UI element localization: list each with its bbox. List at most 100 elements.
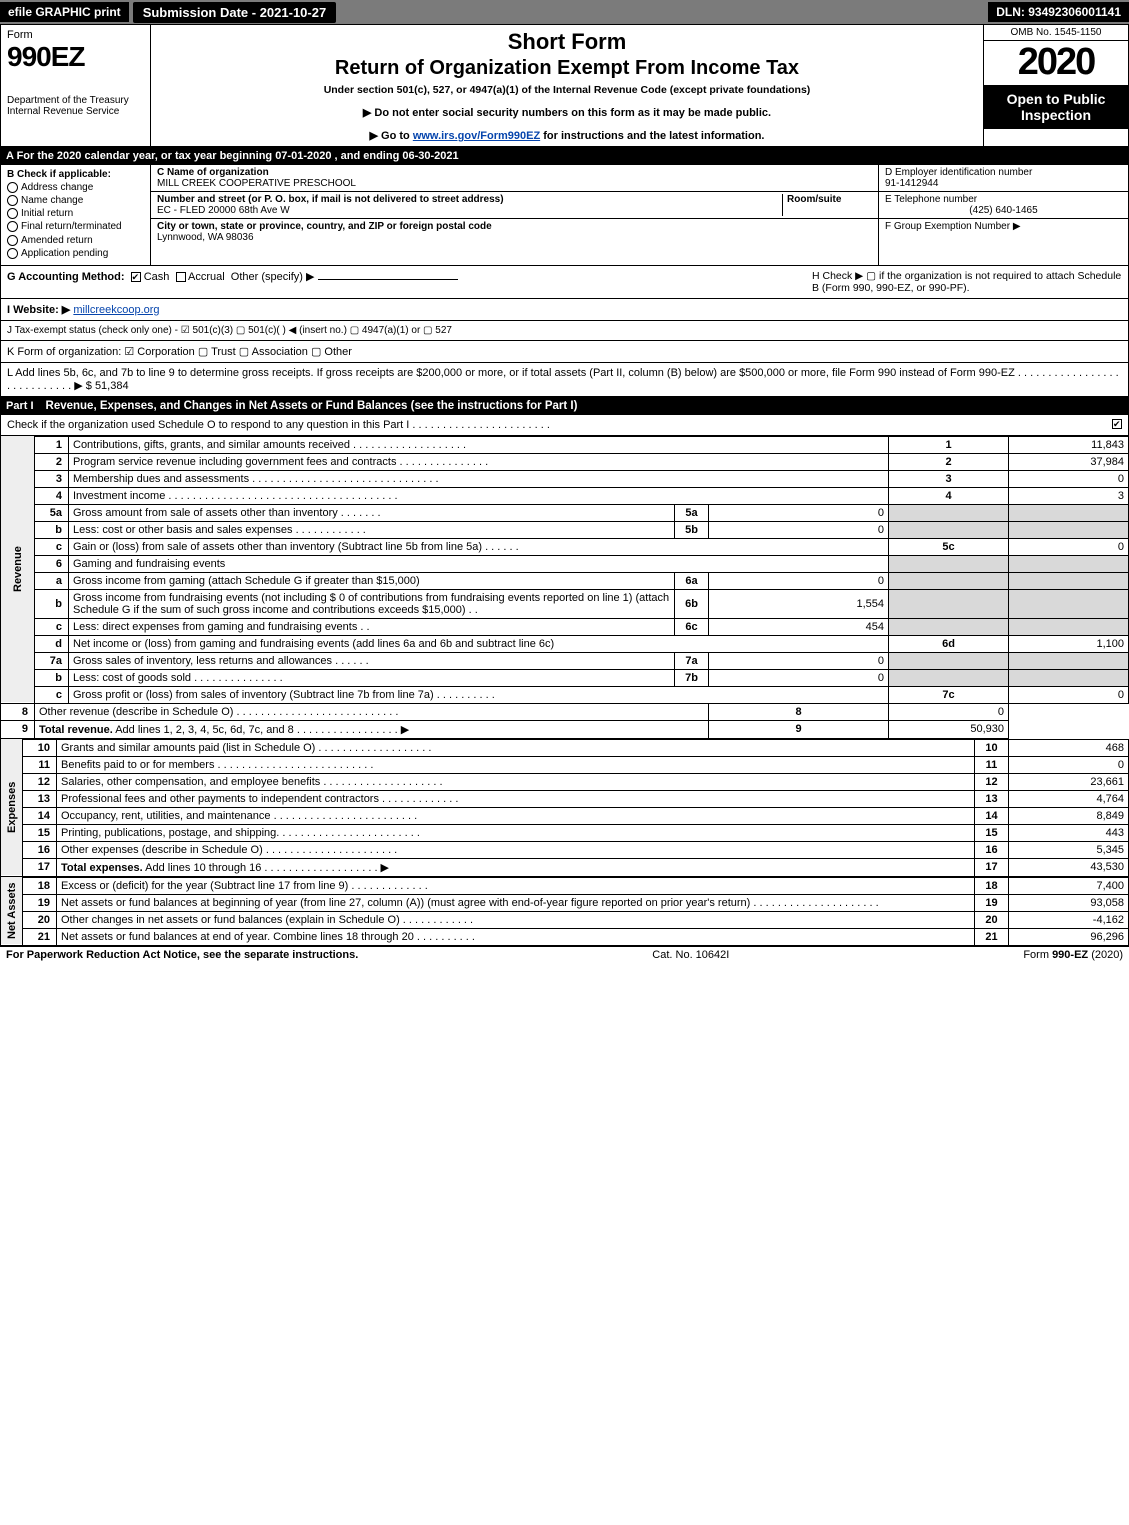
line-desc: Net assets or fund balances at end of ye… [57,928,975,945]
website-label: I Website: ▶ [7,304,70,316]
chk-final-return[interactable]: Final return/terminated [7,221,144,232]
line-number: 18 [23,877,57,894]
result-number: 19 [975,894,1009,911]
line-number: 16 [23,841,57,858]
result-number-shaded [889,521,1009,538]
part1-checkbox[interactable] [1112,419,1122,429]
accounting-label: G Accounting Method: [7,271,125,283]
street-address: EC - FLED 20000 68th Ave W [157,205,290,216]
line-number: c [35,538,69,555]
table-row: 20Other changes in net assets or fund ba… [1,911,1129,928]
sub-line-number: 6b [675,589,709,618]
table-row: bLess: cost of goods sold . . . . . . . … [1,669,1129,686]
chk-accrual[interactable] [176,272,186,282]
sub-line-number: 6c [675,618,709,635]
line-number: 21 [23,928,57,945]
line-desc: Membership dues and assessments . . . . … [69,470,889,487]
line-number: 6 [35,555,69,572]
result-number: 18 [975,877,1009,894]
chk-address-change[interactable]: Address change [7,182,144,193]
result-value-shaded [1009,669,1129,686]
result-value-shaded [1009,618,1129,635]
line-k: K Form of organization: ☑ Corporation ▢ … [0,341,1129,363]
result-value-shaded [1009,504,1129,521]
part1-header: Part I Revenue, Expenses, and Changes in… [0,397,1129,415]
line-number: 13 [23,790,57,807]
line-desc: Less: cost or other basis and sales expe… [69,521,675,538]
omb-number: OMB No. 1545-1150 [984,25,1128,41]
line-number: 15 [23,824,57,841]
result-value-shaded [1009,572,1129,589]
result-value: 443 [1009,824,1129,841]
result-number-shaded [889,572,1009,589]
irs-link[interactable]: www.irs.gov/Form990EZ [413,130,540,142]
table-row: 5aGross amount from sale of assets other… [1,504,1129,521]
table-row: 6Gaming and fundraising events [1,555,1129,572]
line-number: a [35,572,69,589]
line-desc: Other changes in net assets or fund bala… [57,911,975,928]
sub-line-number: 6a [675,572,709,589]
result-number: 14 [975,807,1009,824]
result-value: 0 [889,703,1009,720]
result-number: 1 [889,436,1009,453]
short-form-title: Short Form [159,29,975,55]
footer-mid: Cat. No. 10642I [652,949,729,961]
revenue-section-label: Revenue [1,436,35,703]
box-c: C Name of organization MILL CREEK COOPER… [151,165,878,265]
table-row: 4Investment income . . . . . . . . . . .… [1,487,1129,504]
header-left: Form 990EZ Department of the Treasury In… [1,25,151,146]
sub-line-value: 0 [709,504,889,521]
line-number: 12 [23,773,57,790]
chk-cash[interactable] [131,272,141,282]
table-row: 1Contributions, gifts, grants, and simil… [1,436,1129,453]
dept-treasury: Department of the Treasury [7,95,144,106]
table-row: cGross profit or (loss) from sales of in… [1,686,1129,703]
chk-initial-return[interactable]: Initial return [7,208,144,219]
chk-amended[interactable]: Amended return [7,235,144,246]
phone-value: (425) 640-1465 [885,205,1122,216]
website-link[interactable]: millcreekcoop.org [73,304,159,316]
table-row: 2Program service revenue including gover… [1,453,1129,470]
line-desc: Gross income from gaming (attach Schedul… [69,572,675,589]
sub-line-value: 0 [709,572,889,589]
result-number: 21 [975,928,1009,945]
sub-line-number: 7a [675,652,709,669]
chk-pending[interactable]: Application pending [7,248,144,259]
result-value: 5,345 [1009,841,1129,858]
line-desc: Grants and similar amounts paid (list in… [57,739,975,756]
submission-date: Submission Date - 2021-10-27 [133,2,337,23]
header-middle: Short Form Return of Organization Exempt… [151,25,983,146]
line-desc: Gross amount from sale of assets other t… [69,504,675,521]
line-number: 11 [23,756,57,773]
result-value: 43,530 [1009,858,1129,876]
line-number: b [35,589,69,618]
result-value-shaded [1009,555,1129,572]
line-i: I Website: ▶ millcreekcoop.org [0,299,1129,321]
table-row: 12Salaries, other compensation, and empl… [1,773,1129,790]
table-row: 11Benefits paid to or for members . . . … [1,756,1129,773]
chk-name-change[interactable]: Name change [7,195,144,206]
page-footer: For Paperwork Reduction Act Notice, see … [0,946,1129,963]
result-number: 12 [975,773,1009,790]
line-g-h: G Accounting Method: Cash Accrual Other … [0,266,1129,299]
line-desc: Professional fees and other payments to … [57,790,975,807]
table-row: bGross income from fundraising events (n… [1,589,1129,618]
result-number: 2 [889,453,1009,470]
form-word: Form [7,29,144,41]
netassets-section-label: Net Assets [1,877,23,945]
line-desc: Gaming and fundraising events [69,555,889,572]
table-row: bLess: cost or other basis and sales exp… [1,521,1129,538]
result-number: 10 [975,739,1009,756]
addr-label: Number and street (or P. O. box, if mail… [157,194,504,205]
result-number: 8 [709,703,889,720]
top-bar: efile GRAPHIC print Submission Date - 20… [0,0,1129,24]
result-number-shaded [889,555,1009,572]
line-number: 19 [23,894,57,911]
line-desc: Gross sales of inventory, less returns a… [69,652,675,669]
name-label: C Name of organization [157,167,269,178]
result-number: 6d [889,635,1009,652]
period-bar: A For the 2020 calendar year, or tax yea… [0,147,1129,165]
line-desc: Total expenses. Add lines 10 through 16 … [57,858,975,876]
header-right: OMB No. 1545-1150 2020 Open to Public In… [983,25,1128,146]
result-value: 468 [1009,739,1129,756]
